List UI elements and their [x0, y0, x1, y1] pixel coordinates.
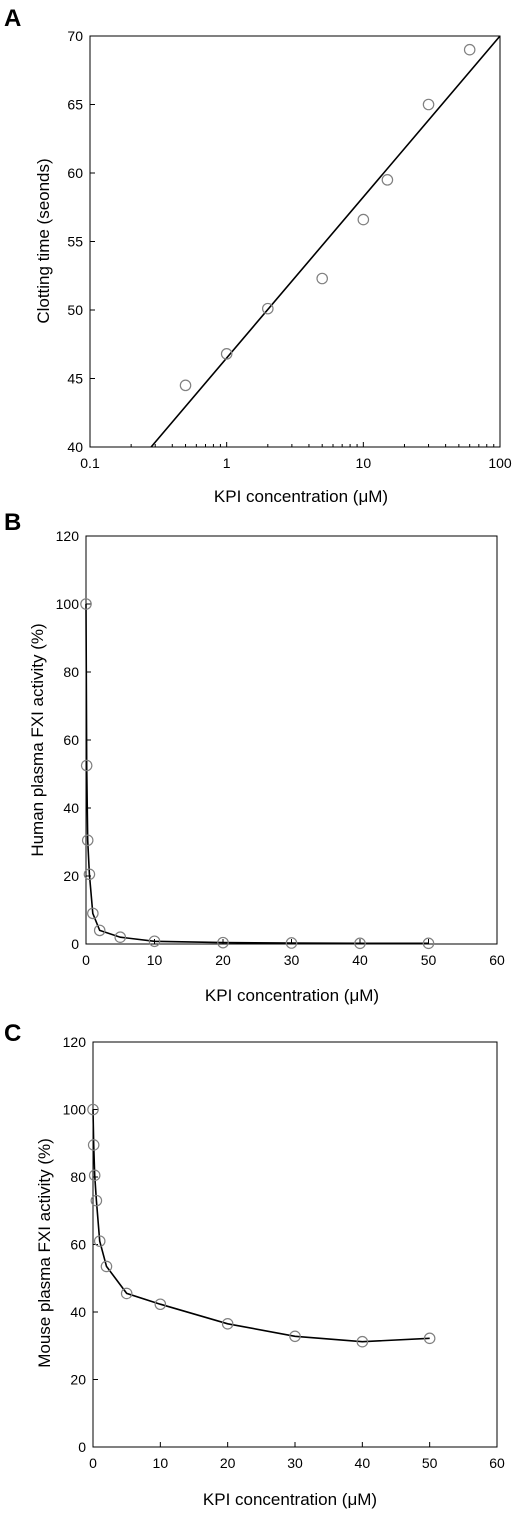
panel-c-data-point — [100, 1260, 113, 1273]
panel-a-data-point — [220, 348, 233, 360]
panel-a-y-tick-label: 40 — [67, 439, 83, 455]
panel-a-data-point — [422, 98, 435, 111]
panel-b-y-tick-label: 80 — [63, 664, 79, 680]
panel-a-label: A — [4, 5, 21, 32]
panel-b-x-tick-label: 50 — [421, 952, 437, 968]
panel-c-y-tick-label: 100 — [63, 1102, 87, 1118]
panel-b-plot-frame — [85, 535, 498, 945]
panel-a-chart: A Clotting time (seonds) KPI concentrati… — [4, 5, 512, 506]
panel-c-data-point — [289, 1330, 301, 1343]
panel-a-xlabel: KPI concentration (μM) — [214, 487, 388, 506]
panel-a-fit-line — [150, 35, 501, 448]
panel-c-y-tick-label: 0 — [78, 1439, 86, 1455]
panel-c-data-point — [93, 1235, 106, 1247]
panel-b-data-point — [83, 868, 96, 881]
panel-c-label: C — [4, 1020, 21, 1047]
panel-b-data-point — [80, 759, 93, 772]
panel-b-ylabel: Human plasma FXI activity (%) — [28, 623, 47, 856]
panel-c-curve — [92, 1109, 430, 1343]
panel-c-data-point — [120, 1287, 133, 1300]
panel-a-y-tick-label: 65 — [67, 97, 83, 113]
panel-b-y-tick-label: 0 — [71, 936, 79, 952]
panel-c-y-tick-label: 60 — [70, 1237, 86, 1253]
panel-a-x-tick-label: 1 — [223, 455, 231, 471]
panel-b-chart: B Human plasma FXI activity (%) KPI conc… — [4, 509, 505, 1005]
panel-b-data-point — [80, 598, 92, 610]
panel-c-ylabel: Mouse plasma FXI activity (%) — [35, 1138, 54, 1368]
panel-b-data-point — [114, 931, 127, 943]
panel-a-data-point — [179, 379, 192, 392]
panel-b-x-tick-label: 0 — [82, 952, 90, 968]
panel-c-data-point — [154, 1298, 167, 1311]
panel-b-x-tick-label: 10 — [147, 952, 163, 968]
panel-b-x-tick-label: 60 — [489, 952, 505, 968]
panel-a-y-tick-label: 50 — [67, 302, 83, 318]
panel-b-data-point — [148, 935, 161, 948]
panel-c-y-tick-label: 80 — [70, 1169, 86, 1185]
panel-a-x-tick-label: 10 — [356, 455, 372, 471]
panel-b-y-tick-label: 20 — [63, 868, 79, 884]
panel-a-data-point — [463, 43, 476, 56]
panel-c-xlabel: KPI concentration (μM) — [203, 1490, 377, 1509]
panel-a-x-tick-label: 100 — [488, 455, 512, 471]
panel-b-data-point — [93, 924, 106, 937]
panel-b-data-point — [285, 937, 298, 949]
panel-c-y-tick-label: 120 — [63, 1034, 87, 1050]
panel-c-data-point — [88, 1169, 101, 1182]
panel-a-plot-frame — [89, 35, 501, 448]
panel-c-plot-frame — [92, 1041, 498, 1448]
panel-a-y-tick-label: 55 — [67, 234, 83, 250]
panel-c-data-point — [87, 1139, 100, 1151]
panel-c-data-point — [423, 1332, 436, 1345]
panel-a-x-tick-label: 0.1 — [80, 455, 100, 471]
panel-b-xlabel: KPI concentration (μM) — [205, 986, 379, 1005]
panel-b-x-tick-label: 20 — [215, 952, 231, 968]
panel-c-x-tick-label: 0 — [89, 1455, 97, 1471]
panel-b-y-tick-label: 40 — [63, 800, 79, 816]
panel-a-y-tick-label: 70 — [67, 28, 83, 44]
panel-a-y-tick-label: 45 — [67, 371, 83, 387]
panel-c-x-tick-label: 60 — [489, 1455, 505, 1471]
panel-b-data-point — [422, 937, 435, 950]
panel-a-data-point — [357, 213, 370, 226]
panel-c-chart: C Mouse plasma FXI activity (%) KPI conc… — [4, 1020, 505, 1509]
panel-b-y-tick-label: 120 — [56, 528, 80, 544]
panel-c-x-tick-label: 20 — [220, 1455, 236, 1471]
panel-b-data-point — [87, 907, 99, 920]
panel-c-y-tick-label: 40 — [70, 1304, 86, 1320]
panel-c-x-tick-label: 50 — [422, 1455, 438, 1471]
panel-a-ylabel: Clotting time (seonds) — [34, 158, 53, 323]
panel-c-data-point — [90, 1194, 103, 1207]
panel-c-data-point — [221, 1318, 234, 1330]
panel-b-curve — [85, 603, 429, 945]
panel-c-data-point — [87, 1103, 99, 1116]
panel-c-data-point — [356, 1335, 369, 1348]
panel-c-y-tick-label: 20 — [70, 1372, 86, 1388]
panel-a-data-point — [262, 302, 274, 315]
panel-c-x-tick-label: 40 — [355, 1455, 371, 1471]
panel-b-x-tick-label: 30 — [284, 952, 300, 968]
panel-c-x-tick-label: 30 — [287, 1455, 303, 1471]
panel-b-label: B — [4, 509, 21, 536]
panel-b-y-tick-label: 100 — [56, 596, 80, 612]
panel-c-x-tick-label: 10 — [153, 1455, 169, 1471]
panel-a-data-point — [381, 174, 394, 186]
panel-b-x-tick-label: 40 — [352, 952, 368, 968]
panel-a-y-tick-label: 60 — [67, 165, 83, 181]
panel-b-data-point — [354, 937, 366, 950]
panel-b-data-point — [217, 936, 229, 949]
panel-b-y-tick-label: 60 — [63, 732, 79, 748]
panel-a-data-point — [316, 272, 328, 285]
panel-b-data-point — [81, 834, 94, 847]
